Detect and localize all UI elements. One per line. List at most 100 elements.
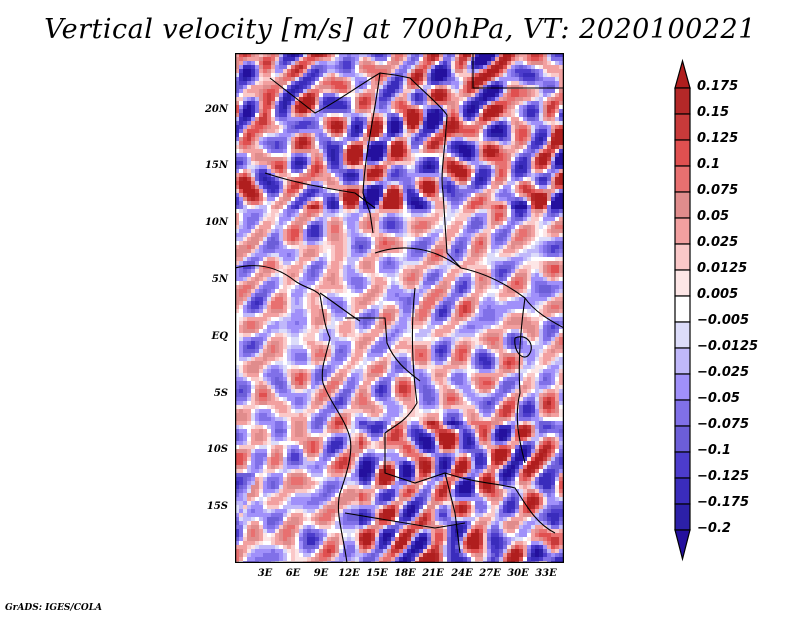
field-cell xyxy=(299,113,303,117)
field-cell xyxy=(447,249,451,253)
field-cell xyxy=(439,73,443,77)
field-cell xyxy=(411,209,415,213)
field-cell xyxy=(415,273,419,277)
field-cell xyxy=(435,289,439,293)
field-cell xyxy=(411,153,415,157)
field-cell xyxy=(419,269,423,273)
field-cell xyxy=(239,153,243,157)
field-cell xyxy=(359,205,363,209)
field-cell xyxy=(311,173,315,177)
field-cell xyxy=(239,209,243,213)
field-cell xyxy=(343,265,347,269)
field-cell xyxy=(327,129,331,133)
field-cell xyxy=(391,165,395,169)
field-cell xyxy=(515,209,519,213)
field-cell xyxy=(487,225,491,229)
field-cell xyxy=(367,197,371,201)
field-cell xyxy=(327,197,331,201)
field-cell xyxy=(415,277,419,281)
field-cell xyxy=(555,69,559,73)
field-cell xyxy=(391,277,395,281)
field-cell xyxy=(359,113,363,117)
field-cell xyxy=(519,201,523,205)
field-cell xyxy=(255,193,259,197)
field-cell xyxy=(367,249,371,253)
field-cell xyxy=(467,149,471,153)
field-cell xyxy=(539,245,543,249)
field-cell xyxy=(351,165,355,169)
field-cell xyxy=(455,253,459,257)
field-cell xyxy=(511,137,515,141)
field-cell xyxy=(539,269,543,273)
field-cell xyxy=(515,241,519,245)
field-cell xyxy=(411,233,415,237)
field-cell xyxy=(507,73,511,77)
field-cell xyxy=(283,149,287,153)
field-cell xyxy=(447,265,451,269)
field-cell xyxy=(435,149,439,153)
field-cell xyxy=(447,173,451,177)
field-cell xyxy=(447,233,451,237)
field-cell xyxy=(367,53,371,57)
field-cell xyxy=(463,105,467,109)
field-cell xyxy=(323,213,327,217)
field-cell xyxy=(331,281,335,285)
field-cell xyxy=(411,97,415,101)
field-cell xyxy=(235,125,239,129)
field-cell xyxy=(439,149,443,153)
field-cell xyxy=(523,101,527,105)
field-cell xyxy=(495,153,499,157)
field-cell xyxy=(375,169,379,173)
field-cell xyxy=(387,213,391,217)
field-cell xyxy=(311,169,315,173)
field-cell xyxy=(415,69,419,73)
field-cell xyxy=(431,137,435,141)
field-cell xyxy=(343,305,347,309)
field-cell xyxy=(355,277,359,281)
field-cell xyxy=(515,53,519,57)
field-cell xyxy=(375,177,379,181)
field-cell xyxy=(295,205,299,209)
field-cell xyxy=(479,289,483,293)
field-cell xyxy=(291,241,295,245)
field-cell xyxy=(555,61,559,65)
field-cell xyxy=(239,225,243,229)
field-cell xyxy=(319,97,323,101)
field-cell xyxy=(395,249,399,253)
field-cell xyxy=(359,165,363,169)
field-cell xyxy=(251,281,255,285)
field-cell xyxy=(403,201,407,205)
field-cell xyxy=(347,53,351,57)
field-cell xyxy=(315,225,319,229)
field-cell xyxy=(519,229,523,233)
field-cell xyxy=(499,85,503,89)
field-cell xyxy=(271,281,275,285)
field-cell xyxy=(483,165,487,169)
field-cell xyxy=(451,161,455,165)
field-cell xyxy=(415,205,419,209)
field-cell xyxy=(383,265,387,269)
field-cell xyxy=(379,145,383,149)
field-cell xyxy=(427,157,431,161)
field-cell xyxy=(387,229,391,233)
field-cell xyxy=(275,225,279,229)
field-cell xyxy=(471,97,475,101)
field-cell xyxy=(399,285,403,289)
field-cell xyxy=(503,237,507,241)
field-cell xyxy=(255,109,259,113)
field-cell xyxy=(455,193,459,197)
field-cell xyxy=(423,161,427,165)
field-cell xyxy=(471,241,475,245)
field-cell xyxy=(451,97,455,101)
field-cell xyxy=(395,241,399,245)
field-cell xyxy=(299,221,303,225)
field-cell xyxy=(303,137,307,141)
field-cell xyxy=(403,109,407,113)
field-cell xyxy=(551,93,555,97)
field-cell xyxy=(327,265,331,269)
field-cell xyxy=(303,65,307,69)
field-cell xyxy=(411,189,415,193)
field-cell xyxy=(447,73,451,77)
field-cell xyxy=(559,73,563,77)
field-cell xyxy=(275,237,279,241)
